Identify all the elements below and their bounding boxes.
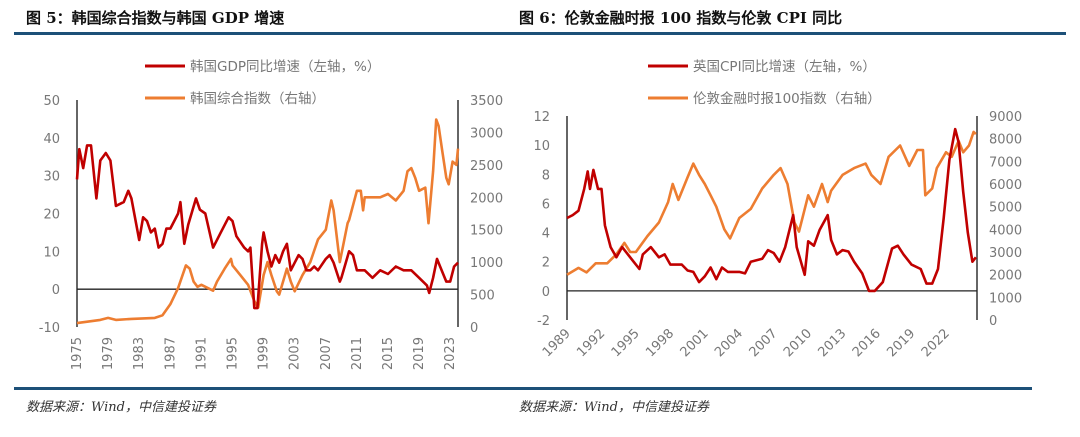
fig6-left-tick-label: 8 xyxy=(542,168,550,183)
footer-rule xyxy=(14,387,1032,390)
fig5-x-tick-label: 2023 xyxy=(443,337,458,370)
fig5-x-tick-label: 2007 xyxy=(319,337,334,370)
fig6-left-tick-label: 12 xyxy=(533,110,550,125)
fig5-x-tick-label: 2003 xyxy=(288,337,303,370)
fig6-x-tick-label: 2010 xyxy=(781,326,815,360)
fig5-x-tick-label: 1983 xyxy=(132,337,147,370)
fig6-right-tick-label: 4000 xyxy=(989,223,1022,238)
fig6-x-tick-label: 2007 xyxy=(747,326,781,360)
fig6-x-tick-label: 1989 xyxy=(540,326,574,360)
fig6-x-tick-label: 2001 xyxy=(678,326,712,360)
fig5-left-tick-label: 10 xyxy=(43,245,60,260)
fig6-right-tick-label: 7000 xyxy=(989,155,1022,170)
fig5-x-tick-label: 1999 xyxy=(257,337,272,370)
fig5-right-tick-label: 500 xyxy=(470,289,495,304)
fig6-left-tick-label: 6 xyxy=(542,197,550,212)
fig6-right-tick-label: 9000 xyxy=(989,110,1022,125)
fig6-series-line-right xyxy=(566,130,977,276)
fig6-x-tick-label: 1998 xyxy=(643,326,677,360)
fig6-legend-label: 伦敦金融时报100指数（右轴） xyxy=(693,91,881,107)
fig6-x-tick-label: 2013 xyxy=(815,326,849,360)
fig6-right-tick-label: 3000 xyxy=(989,246,1022,261)
fig6-right-tick-label: 5000 xyxy=(989,201,1022,216)
figure-6-source: 数据来源：Wind，中信建投证券 xyxy=(519,400,709,415)
fig5-right-tick-label: 1500 xyxy=(470,224,503,239)
fig6-left-tick-label: 2 xyxy=(542,256,550,271)
fig6-right-tick-label: 1000 xyxy=(989,291,1022,306)
fig5-left-tick-label: 0 xyxy=(52,283,60,298)
fig6-x-tick-label: 1992 xyxy=(574,326,608,360)
fig5-series-line-left xyxy=(75,144,459,310)
fig6-left-tick-label: 4 xyxy=(542,227,550,242)
fig5-x-tick-label: 1987 xyxy=(163,337,178,370)
fig5-left-tick-label: 20 xyxy=(43,208,60,223)
fig5-x-tick-label: 2019 xyxy=(412,337,427,370)
figure-6-title: 图 6：伦敦金融时报 100 指数与伦敦 CPI 同比 xyxy=(519,9,843,27)
fig6-x-tick-label: 2019 xyxy=(884,326,918,360)
fig6-x-tick-label: 1995 xyxy=(609,326,643,360)
fig6-series-line-left xyxy=(566,127,977,293)
fig6-right-tick-label: 0 xyxy=(989,314,997,329)
fig5-legend-label: 韩国GDP同比增速（左轴，%） xyxy=(190,59,380,75)
fig5-right-tick-label: 1000 xyxy=(470,256,503,271)
fig6-right-tick-label: 2000 xyxy=(989,269,1022,284)
fig5-left-tick-label: -10 xyxy=(39,321,60,336)
fig5-right-tick-label: 2500 xyxy=(470,159,503,174)
fig5-left-tick-label: 40 xyxy=(43,132,60,147)
fig5-right-tick-label: 2000 xyxy=(470,191,503,206)
fig5-legend-label: 韩国综合指数（右轴） xyxy=(190,91,325,107)
fig6-x-tick-label: 2022 xyxy=(919,326,953,360)
fig5-right-tick-label: 3500 xyxy=(470,94,503,109)
figure-5-title: 图 5：韩国综合指数与韩国 GDP 增速 xyxy=(26,9,285,27)
fig5-x-tick-label: 1995 xyxy=(226,337,241,370)
fig5-right-tick-label: 3000 xyxy=(470,126,503,141)
fig5-x-tick-label: 1991 xyxy=(194,337,209,370)
fig5-x-tick-label: 1979 xyxy=(101,337,116,370)
fig5-left-tick-label: 30 xyxy=(43,170,60,185)
fig6-right-tick-label: 6000 xyxy=(989,178,1022,193)
fig5-x-tick-label: 2015 xyxy=(381,337,396,370)
figure-5-source: 数据来源：Wind，中信建投证券 xyxy=(26,400,216,415)
fig5-left-tick-label: 50 xyxy=(43,94,60,109)
fig6-left-tick-label: 10 xyxy=(533,139,550,154)
fig6-right-tick-label: 8000 xyxy=(989,133,1022,148)
fig5-right-tick-label: 0 xyxy=(470,321,478,336)
fig5-x-tick-label: 1975 xyxy=(70,337,85,370)
fig6-legend-label: 英国CPI同比增速（左轴，%） xyxy=(693,58,876,75)
fig6-left-tick-label: -2 xyxy=(537,314,550,329)
title-rule xyxy=(14,32,1066,35)
fig6-x-tick-label: 2016 xyxy=(850,326,884,360)
fig5-series-line-right xyxy=(76,118,460,325)
fig6-left-tick-label: 0 xyxy=(542,285,550,300)
fig5-x-tick-label: 2011 xyxy=(350,337,365,370)
fig6-x-tick-label: 2004 xyxy=(712,326,746,360)
